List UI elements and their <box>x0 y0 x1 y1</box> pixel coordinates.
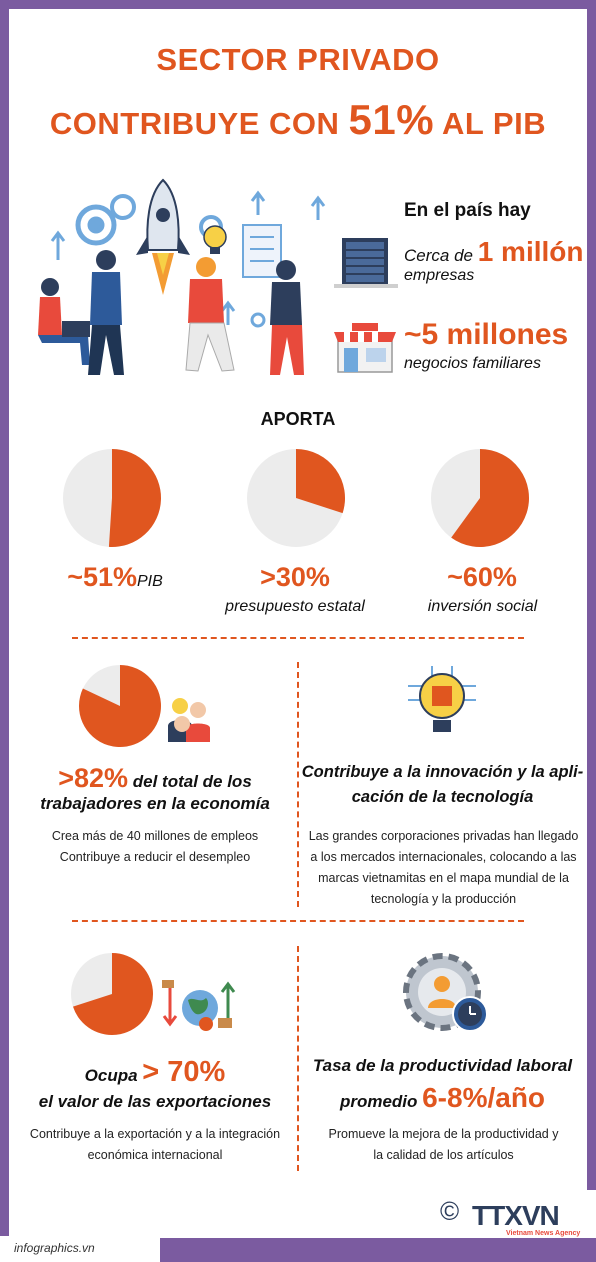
companies-value: 1 millón <box>477 236 584 267</box>
aporta-heading: APORTA <box>260 409 336 429</box>
rocket-icon <box>136 178 190 295</box>
workers-label-1: del total de los <box>128 772 252 791</box>
workers-note1: Crea más de 40 millones de empleos <box>51 829 259 843</box>
workers-icon <box>168 698 210 742</box>
title-line2: CONTRIBUYE CON 51% AL PIB <box>0 96 596 144</box>
footer-source-bg <box>0 1236 160 1262</box>
man-figure <box>270 260 304 375</box>
companies-line: Cerca de 1 millón <box>404 236 584 268</box>
team-illustration <box>38 178 326 375</box>
copyright-symbol: © <box>440 1196 460 1226</box>
exports-label: el valor de las exportaciones <box>38 1092 272 1111</box>
workers-line1: >82% del total de los <box>20 763 290 794</box>
divider <box>72 920 524 922</box>
chip-bulb-icon <box>408 666 476 732</box>
shop-icon <box>334 323 396 373</box>
inversion-value: ~60% <box>447 562 517 592</box>
workers-label-2: trabajadores en la economía <box>40 794 270 813</box>
productivity-line1: Tasa de la productividad laboral <box>312 1056 573 1075</box>
agency-label: Vietnam News Agency <box>506 1230 581 1237</box>
innovation-note2: a los mercados internacionales, colocand… <box>310 850 577 864</box>
title-pre: CONTRIBUYE CON <box>49 106 349 141</box>
pie-slice-presupuesto <box>296 449 345 514</box>
divider <box>297 662 299 907</box>
pib-value: ~51% <box>67 562 137 592</box>
pie-slice-pib <box>108 449 161 547</box>
title-big: 51% <box>348 96 435 143</box>
households-label: negocios familiares <box>404 355 541 372</box>
checklist-icon <box>242 224 282 278</box>
pie-slice-inversion <box>451 449 529 547</box>
brand-logo: TTXVN <box>472 1200 560 1231</box>
exports-prefix: Ocupa <box>84 1066 143 1085</box>
globe-trade-icon <box>162 980 236 1031</box>
presupuesto-value: >30% <box>260 562 330 592</box>
exports-note2: económica internacional <box>87 1148 223 1162</box>
innovation-line1: Contribuye a la innovación y la apli- <box>301 763 584 781</box>
pie-workers <box>79 665 161 747</box>
productivity-prefix: promedio <box>339 1092 423 1111</box>
divider <box>72 637 524 639</box>
country-heading: En el país hay <box>404 200 531 221</box>
gear-icon <box>110 194 136 220</box>
innovation-note3: marcas vietnamitas en el mapa mundial de… <box>318 871 569 885</box>
person-laptop-figure <box>38 278 90 365</box>
workers-value: >82% <box>58 763 129 793</box>
gear-icon <box>75 204 117 246</box>
aporta-pib: ~51%PIB <box>30 562 200 593</box>
innovation-note4: tecnología y la producción <box>370 892 517 906</box>
pie-pib <box>63 449 161 547</box>
brand-bg <box>400 1190 596 1238</box>
companies-label: empresas <box>404 267 475 284</box>
pie-inversion <box>431 449 529 547</box>
exports-value: > 70% <box>142 1056 226 1088</box>
presupuesto-label: presupuesto estatal <box>225 598 365 615</box>
woman-figure <box>185 257 235 372</box>
pie-exports <box>71 953 153 1035</box>
title-line1: SECTOR PRIVADO <box>156 42 440 77</box>
pie-slice-workers <box>79 665 161 747</box>
pie-slice-exports <box>73 953 153 1035</box>
pie-presupuesto <box>247 449 345 547</box>
footer-source: infographics.vn <box>14 1241 95 1255</box>
lightbulb-icon <box>203 225 227 254</box>
productivity-note2: la calidad de los artículos <box>373 1148 514 1162</box>
productivity-note1: Promueve la mejora de la productividad y <box>328 1127 559 1141</box>
innovation-line2: cación de la tecnología <box>351 788 534 806</box>
productivity-line2: promedio 6-8%/año <box>300 1082 585 1114</box>
companies-prefix: Cerca de <box>404 246 478 265</box>
workers-note2: Contribuye a reducir el desempleo <box>59 850 251 864</box>
pib-label: PIB <box>137 573 163 590</box>
inversion-label: inversión social <box>427 598 538 615</box>
divider <box>297 946 299 1171</box>
exports-note1: Contribuye a la exportación y a la integ… <box>29 1127 281 1141</box>
building-icon <box>334 238 398 288</box>
gear-clock-icon <box>403 953 488 1032</box>
exports-line1: Ocupa > 70% <box>20 1056 290 1089</box>
households-value: ~5 millones <box>404 318 569 351</box>
man-figure <box>88 250 124 375</box>
innovation-note1: Las grandes corporaciones privadas han l… <box>308 829 579 843</box>
productivity-value: 6-8%/año <box>422 1082 546 1113</box>
title-post: AL PIB <box>434 106 547 141</box>
